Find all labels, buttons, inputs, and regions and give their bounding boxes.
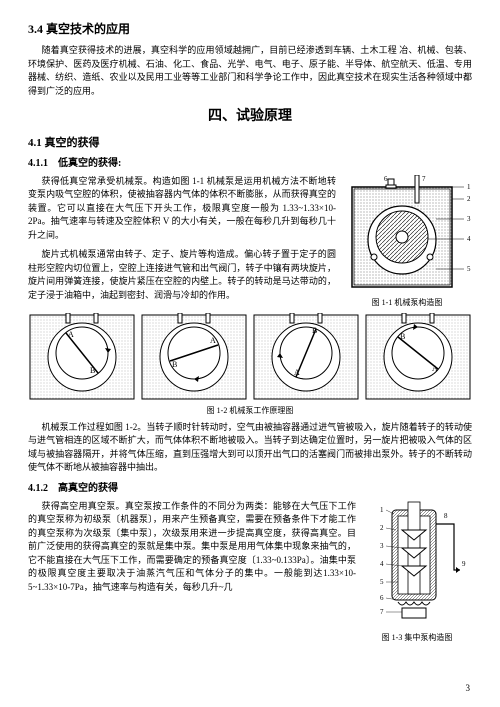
figure-1-3-caption: 图 1-3 集中泵构造图 (362, 632, 472, 644)
para-3-4: 随着真空获得技术的进展，真空科学的应用领域越拥广，目前已经渗透到车辆、土木工程 … (28, 44, 472, 98)
para-4-1-1-a: 获得低真空常承受机械泵。构造如图 1-1 机械泵是运用机械方法不断地转变泵内吸气… (28, 175, 336, 243)
svg-text:6: 6 (380, 594, 384, 602)
heading-4-1-1: 4.1.1 低真空的获得: (28, 156, 472, 171)
svg-text:B: B (90, 366, 95, 375)
svg-text:A: A (210, 336, 216, 345)
heading-3-4: 3.4 真空技术的应用 (28, 20, 472, 38)
svg-text:A: A (432, 364, 438, 373)
svg-text:2: 2 (380, 524, 384, 532)
page-number: 3 (466, 682, 471, 696)
svg-text:B: B (172, 360, 177, 369)
heading-4-1-2: 4.1.2 高真空的获得 (28, 481, 472, 496)
svg-text:7: 7 (422, 175, 426, 183)
svg-text:9: 9 (462, 560, 466, 568)
svg-text:5: 5 (380, 578, 384, 586)
figure-1-1-caption: 图 1-1 机械泵构造图 (342, 297, 472, 309)
figure-1-2: A B A B (28, 313, 472, 403)
heading-4-1: 4.1 真空的获得 (28, 135, 472, 152)
svg-text:3: 3 (380, 542, 384, 550)
svg-text:6: 6 (384, 175, 388, 183)
para-4-1-1-c: 机械泵工作过程如图 1-2。当转子顺时针转动时，空气由被抽容器通过进气管被吸入，… (28, 421, 472, 475)
para-4-1-2: 获得高空用真空泵。真空泵按工作条件的不同分为两类：能够在大气压下工作的真空泵称为… (28, 500, 356, 595)
svg-text:A: A (68, 330, 74, 339)
figure-1-2-caption: 图 1-2 机械泵工作原理图 (28, 405, 472, 417)
svg-text:1: 1 (467, 183, 471, 191)
figure-1-3: 1 2 3 4 5 6 7 8 9 (362, 500, 472, 630)
svg-text:4: 4 (467, 235, 471, 243)
svg-text:3: 3 (467, 215, 471, 223)
para-4-1-1-b: 旋片式机械泵通常由转子、定子、旋片等构造成。偏心转子置于定子的圆柱形空腔内切位置… (28, 248, 336, 302)
svg-text:8: 8 (444, 512, 448, 520)
svg-text:7: 7 (380, 608, 384, 616)
svg-text:B: B (312, 326, 317, 335)
svg-text:A: A (294, 368, 300, 377)
figure-1-1: 1 2 3 4 5 6 7 (342, 175, 472, 295)
svg-text:B: B (400, 332, 405, 341)
svg-text:2: 2 (467, 195, 471, 203)
svg-text:1: 1 (380, 506, 384, 514)
svg-text:5: 5 (467, 265, 471, 273)
title-4: 四、试验原理 (28, 106, 472, 127)
svg-text:4: 4 (380, 560, 384, 568)
